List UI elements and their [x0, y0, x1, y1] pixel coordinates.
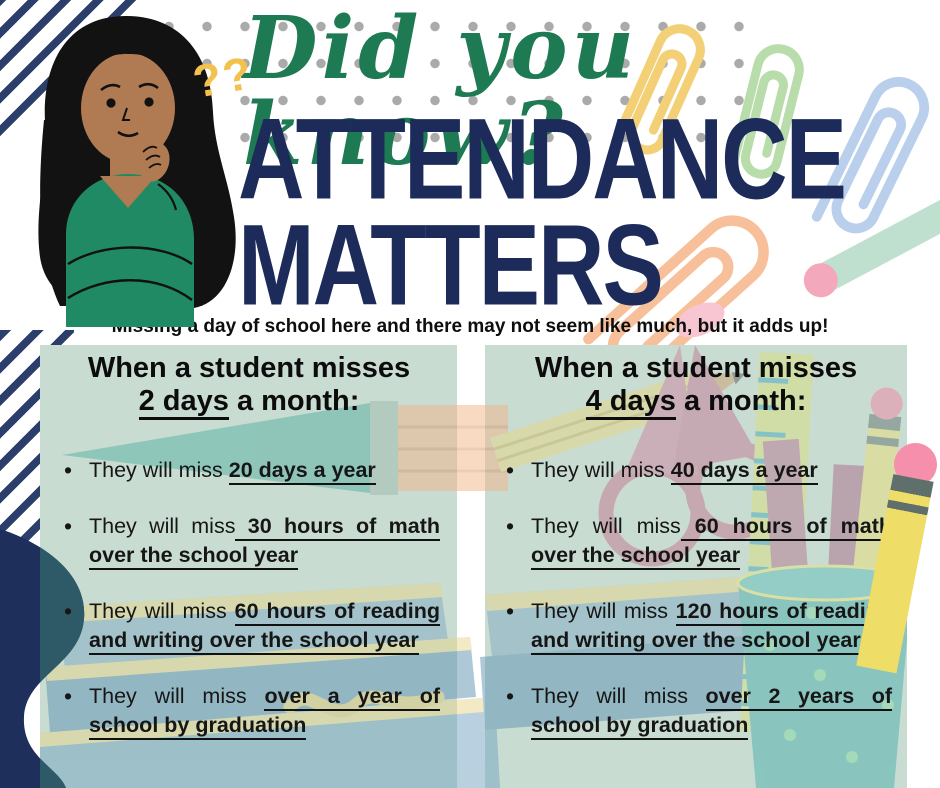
thinking-woman-illustration: [38, 16, 236, 327]
list-item: They will miss over 2 years of school by…: [500, 681, 893, 740]
bullet-list: They will miss 20 days a year They will …: [58, 455, 440, 740]
column-heading: When a student misses 4 days a month:: [500, 352, 892, 420]
main-title-line1: ATTENDANCE: [238, 95, 847, 224]
main-title-line2: MATTERS: [238, 201, 664, 330]
list-item: They will miss 30 hours of math over the…: [58, 511, 440, 570]
bullet-text: They will miss: [89, 683, 265, 708]
heading-text: When a student misses: [87, 352, 411, 384]
list-item: They will miss 40 days a year: [500, 455, 892, 486]
pencil-eraser-decoration: [803, 194, 940, 298]
bullet-text: They will miss: [531, 513, 681, 538]
list-item: They will miss 20 days a year: [58, 455, 440, 486]
column-heading: When a student misses 2 days a month:: [58, 352, 440, 420]
bullet-emphasis: 30 hours of math over the school year: [89, 513, 440, 570]
column-2-days: When a student misses 2 days a month: Th…: [58, 352, 440, 767]
bullet-emphasis: 40 days a year: [670, 457, 818, 485]
bullet-text: They will miss: [89, 457, 229, 482]
comparison-board: When a student misses 2 days a month: Th…: [0, 345, 940, 788]
list-item: They will miss 120 hours of reading and …: [500, 596, 893, 655]
heading-underlined: 2 days: [138, 384, 229, 420]
bullet-text: They will miss: [531, 457, 671, 482]
heading-underlined: 4 days: [585, 384, 676, 420]
bullet-text: They will miss: [89, 513, 236, 538]
list-item: They will miss 60 hours of math over the…: [500, 511, 892, 570]
list-item: They will miss over a year of school by …: [58, 681, 440, 740]
list-item: They will miss 60 hours of reading and w…: [58, 596, 440, 655]
heading-suffix: a month:: [228, 384, 360, 417]
pink-blob-decoration: [675, 302, 725, 338]
bullet-emphasis: 20 days a year: [228, 457, 376, 485]
subtitle: Missing a day of school here and there m…: [111, 316, 829, 337]
bullet-text: They will miss: [531, 683, 706, 708]
script-title: Did you know?: [243, 0, 639, 185]
paperclips-decoration: [0, 0, 940, 360]
bullet-text: They will miss: [89, 598, 235, 623]
bullet-list: They will miss 40 days a year They will …: [500, 455, 893, 740]
heading-suffix: a month:: [675, 384, 807, 417]
question-marks-decoration: ??: [188, 46, 258, 108]
heading-text: When a student misses: [534, 352, 858, 384]
bullet-text: They will miss: [531, 598, 676, 623]
column-4-days: When a student misses 4 days a month: Th…: [500, 352, 893, 767]
